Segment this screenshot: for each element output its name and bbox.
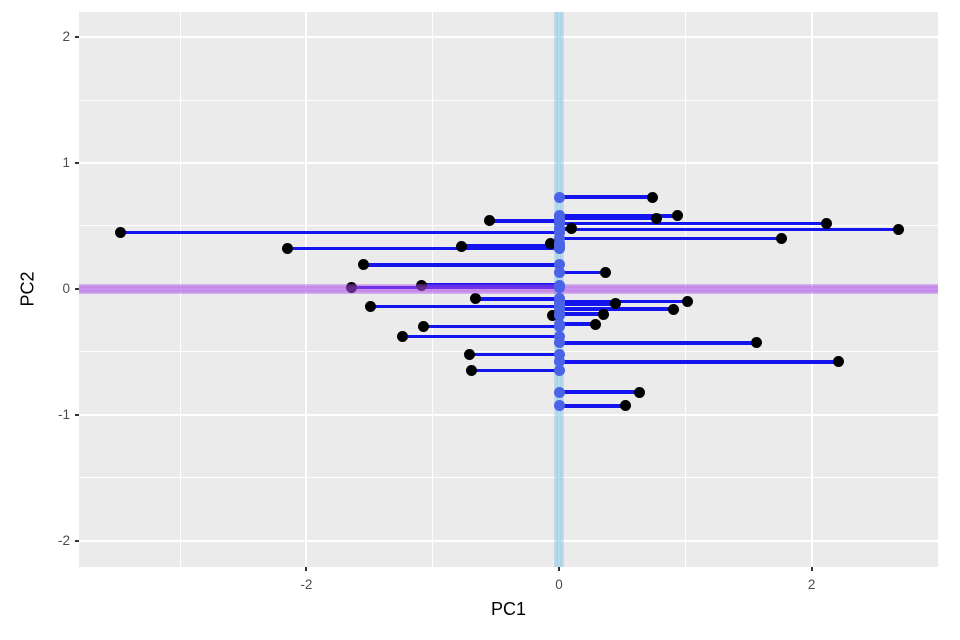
minor-gridline-y <box>79 99 938 101</box>
minor-gridline-y <box>79 225 938 227</box>
anchor-point <box>553 386 565 398</box>
data-point <box>668 303 680 315</box>
stem-segment <box>370 304 560 309</box>
data-point <box>600 267 612 278</box>
data-point <box>597 308 609 320</box>
data-point <box>750 337 762 349</box>
anchor-point <box>553 259 565 271</box>
anchor-point <box>553 400 565 412</box>
stem-segment <box>475 297 559 301</box>
data-point <box>832 356 844 368</box>
data-point <box>456 240 468 252</box>
x-tick-mark <box>558 567 561 571</box>
y-tick-label: -2 <box>57 532 70 548</box>
stem-segment <box>559 236 782 241</box>
data-point <box>610 298 622 310</box>
x-tick-label: -2 <box>300 577 313 592</box>
y-tick-label: -1 <box>57 406 70 422</box>
stem-segment <box>559 360 839 364</box>
data-point <box>893 224 905 236</box>
stem-segment <box>423 324 560 329</box>
stem-segment <box>559 270 606 275</box>
x-tick-label: 2 <box>807 577 816 592</box>
anchor-point <box>553 210 565 222</box>
zero-hline-band <box>79 283 938 294</box>
major-gridline-y <box>79 162 938 165</box>
data-point <box>672 210 684 222</box>
major-gridline-y <box>79 539 938 542</box>
anchor-point <box>553 267 565 278</box>
stem-segment <box>559 221 827 226</box>
data-point <box>463 348 475 360</box>
stem-segment <box>363 263 560 267</box>
minor-gridline-y <box>79 477 938 479</box>
anchor-point <box>553 356 565 368</box>
stem-segment <box>559 228 899 232</box>
anchor-point <box>553 318 565 330</box>
data-point <box>544 238 556 250</box>
data-point <box>466 365 478 377</box>
stem-segment <box>559 404 626 408</box>
stem-segment <box>559 302 616 306</box>
x-tick-label: 0 <box>555 577 563 592</box>
stem-segment <box>559 214 678 218</box>
stem-segment <box>559 312 604 316</box>
data-point <box>620 400 632 412</box>
anchor-point <box>553 331 565 343</box>
stem-segment <box>559 341 757 345</box>
anchor-point <box>553 233 565 245</box>
x-tick-mark <box>305 567 308 571</box>
plot-panel <box>79 12 938 567</box>
y-tick-label: 1 <box>62 155 70 171</box>
stem-segment <box>559 390 640 394</box>
data-point <box>650 212 662 224</box>
stem-segment <box>489 219 560 223</box>
stem-segment <box>559 216 657 221</box>
major-gridline-y <box>79 36 938 39</box>
stem-segment <box>287 246 560 251</box>
major-gridline-y <box>79 413 938 416</box>
stem-segment <box>559 226 572 231</box>
data-point <box>775 233 787 245</box>
stem-segment <box>559 307 674 311</box>
anchor-point <box>553 222 565 234</box>
data-point <box>547 309 559 321</box>
x-axis-title: PC1 <box>490 599 526 619</box>
data-point <box>590 318 602 330</box>
stem-segment <box>120 230 559 234</box>
data-point <box>115 226 127 238</box>
anchor-point <box>553 279 565 291</box>
anchor-point <box>553 191 565 203</box>
data-point <box>281 243 293 255</box>
data-point <box>647 191 658 203</box>
y-tick-label: 2 <box>62 29 70 45</box>
stem-segment <box>471 368 560 373</box>
stem-segment <box>559 322 596 326</box>
data-point <box>396 331 408 343</box>
stem-segment <box>402 334 560 339</box>
minor-gridline-y <box>79 351 938 353</box>
stem-segment <box>461 244 560 248</box>
anchor-point <box>553 348 565 360</box>
data-point <box>357 259 369 271</box>
data-point <box>682 295 694 307</box>
anchor-point <box>553 308 565 320</box>
data-point <box>566 222 578 234</box>
data-point <box>470 293 482 305</box>
stem-segment <box>559 299 688 304</box>
anchor-point <box>553 365 565 377</box>
x-tick-mark <box>810 567 813 571</box>
anchor-point <box>553 337 565 349</box>
data-point <box>365 300 377 312</box>
stem-segment <box>559 195 653 199</box>
y-axis-title: PC2 <box>17 271 38 307</box>
data-point <box>484 215 496 227</box>
stem-segment <box>469 352 560 356</box>
data-point <box>418 321 430 333</box>
data-point <box>821 217 833 229</box>
data-point <box>634 386 646 398</box>
